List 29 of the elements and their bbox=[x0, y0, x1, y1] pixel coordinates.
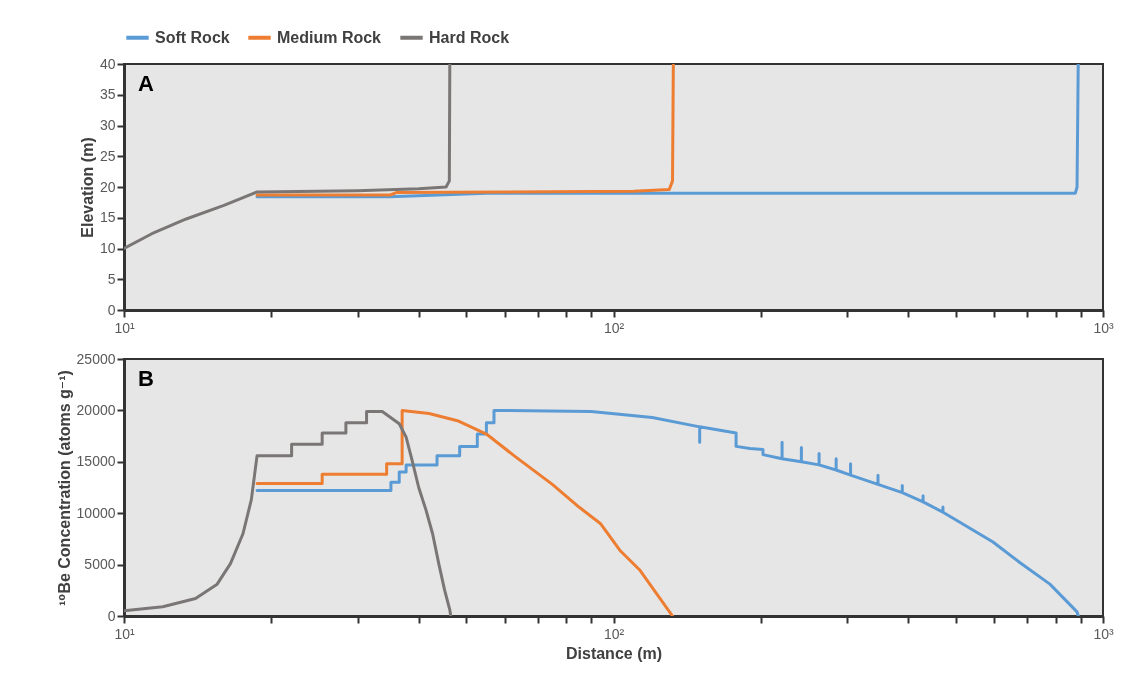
x-tick-label: 10³ bbox=[1093, 319, 1114, 336]
y-tick-label: 40 bbox=[99, 55, 116, 72]
x-tick-label: 10¹ bbox=[114, 625, 135, 642]
x-axis-title: Distance (m) bbox=[565, 644, 663, 662]
x-tick-label: 10² bbox=[603, 625, 625, 642]
y-tick-label: 10 bbox=[99, 240, 116, 256]
annotation: A bbox=[138, 71, 154, 96]
y-axis-title: Elevation (m) bbox=[78, 137, 96, 238]
y-tick-label: 30 bbox=[99, 117, 116, 133]
legend-label: Hard Rock bbox=[429, 28, 510, 46]
y-axis-title: ¹⁰Be Concentration (atoms g⁻¹) bbox=[55, 370, 73, 606]
legend-label: Soft Rock bbox=[155, 28, 230, 46]
y-tick-label: 20 bbox=[99, 178, 116, 195]
y-tick-label: 5 bbox=[107, 270, 116, 287]
x-tick-label: 10³ bbox=[1093, 625, 1114, 642]
y-tick-label: 20000 bbox=[76, 401, 116, 418]
y-tick-label: 0 bbox=[107, 301, 116, 318]
y-tick-label: 15000 bbox=[76, 453, 116, 470]
y-tick-label: 5000 bbox=[84, 556, 116, 573]
legend-label: Medium Rock bbox=[277, 28, 382, 46]
y-tick-label: 25000 bbox=[76, 350, 116, 367]
y-tick-label: 15 bbox=[99, 209, 116, 226]
y-tick-label: 25 bbox=[99, 147, 116, 164]
y-tick-label: 0 bbox=[107, 607, 116, 624]
x-tick-label: 10² bbox=[603, 319, 625, 336]
y-tick-label: 35 bbox=[99, 86, 116, 103]
y-tick-label: 10000 bbox=[76, 504, 116, 521]
x-tick-label: 10¹ bbox=[114, 319, 135, 336]
annotation: B bbox=[138, 366, 154, 391]
